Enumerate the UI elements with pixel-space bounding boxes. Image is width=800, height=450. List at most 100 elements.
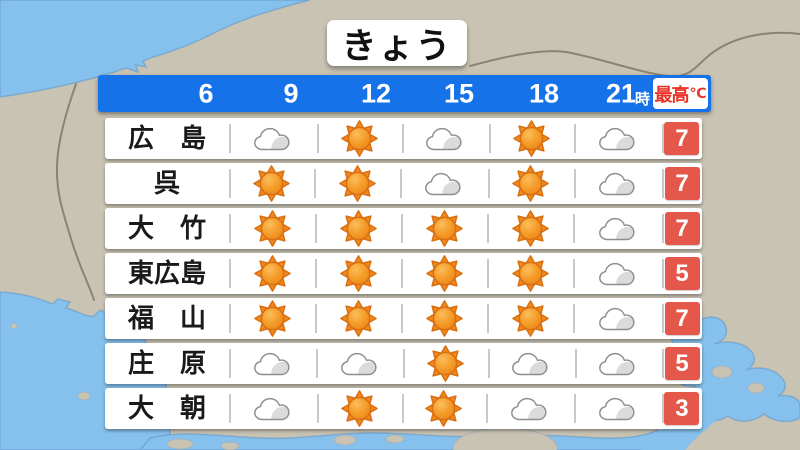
forecast-cell (573, 253, 662, 294)
cloud-icon (511, 349, 551, 380)
city-name: 東広島 (127, 258, 206, 288)
forecast-cell (487, 208, 573, 249)
cloud-icon (424, 169, 464, 200)
max-temp-cell: 5 (662, 253, 702, 294)
page-title: きょう (327, 20, 467, 66)
max-temp-badge: 7 (664, 167, 700, 200)
forecast-cell (573, 163, 662, 204)
forecast-cell (229, 163, 314, 204)
sun-icon (340, 300, 377, 337)
city-name: 広 島 (127, 123, 206, 153)
forecast-cell (314, 163, 399, 204)
forecast-cell (229, 298, 315, 339)
forecast-cell (574, 343, 662, 384)
sun-icon (513, 120, 550, 157)
time-label: 15 (443, 78, 475, 108)
forecast-cell (486, 388, 574, 429)
forecast-cell (315, 253, 401, 294)
table-row: 大 竹 7 (105, 208, 702, 249)
max-temp-badge: 7 (664, 212, 700, 245)
max-temp-label: 最高 (654, 84, 690, 105)
cloud-icon (253, 124, 293, 155)
forecast-cell (316, 388, 402, 429)
table-row: 東広島 5 (105, 253, 702, 294)
forecast-cell (488, 163, 573, 204)
cloud-icon (340, 349, 380, 380)
forecast-cell (403, 343, 487, 384)
max-temp-badge: 5 (664, 257, 700, 290)
forecast-cell (315, 298, 401, 339)
city-name: 大 竹 (127, 213, 206, 243)
table-row: 大 朝 3 (105, 388, 702, 429)
time-label: 6 (198, 78, 214, 108)
forecast-cell (399, 163, 488, 204)
cloud-icon (253, 349, 293, 380)
city-name: 庄 原 (127, 348, 206, 378)
max-temp-cell: 7 (661, 118, 702, 159)
forecast-cell (229, 343, 316, 384)
max-temp-cell: 7 (662, 208, 702, 249)
max-temp-badge: 5 (664, 347, 700, 380)
forecast-cell (401, 253, 487, 294)
max-temp-cell: 7 (662, 298, 702, 339)
sun-icon (426, 255, 463, 292)
cloud-icon (598, 214, 638, 245)
sun-icon (425, 390, 462, 427)
cloud-icon (598, 304, 638, 335)
max-temp-cell: 5 (662, 343, 702, 384)
table-row: 広 島 7 (105, 118, 702, 159)
cloud-icon (598, 259, 638, 290)
max-temp-badge: 3 (664, 392, 700, 425)
sun-icon (254, 210, 291, 247)
sun-icon (341, 390, 378, 427)
max-temp-badge: 7 (664, 122, 700, 155)
city-name: 大 朝 (127, 393, 206, 423)
table-row: 庄 原 5 (105, 343, 702, 384)
time-label: 9 (283, 78, 299, 108)
forecast-cell (229, 118, 317, 159)
time-label: 18 (528, 78, 560, 108)
cloud-icon (510, 394, 550, 425)
max-temp-cell: 3 (661, 388, 702, 429)
sun-icon (512, 210, 549, 247)
cloud-icon (425, 124, 465, 155)
forecast-cell (315, 208, 401, 249)
forecast-cell (229, 253, 315, 294)
forecast-cell (487, 298, 573, 339)
sun-icon (254, 255, 291, 292)
hour-suffix-label: 時 (635, 91, 651, 108)
sun-icon (426, 300, 463, 337)
sun-icon (512, 165, 549, 202)
forecast-cell (229, 208, 315, 249)
cloud-icon (598, 169, 638, 200)
sun-icon (339, 165, 376, 202)
forecast-cell (401, 208, 487, 249)
forecast-cell (401, 388, 487, 429)
sun-icon (253, 165, 290, 202)
sun-icon (254, 300, 291, 337)
max-temp-cell: 7 (662, 163, 702, 204)
time-label: 21 (605, 78, 637, 108)
cloud-icon (253, 394, 293, 425)
forecast-cell (574, 118, 662, 159)
sun-icon (427, 345, 464, 382)
forecast-cell (401, 118, 490, 159)
max-temp-header-badge: 最高 ℃ (653, 78, 708, 109)
sun-icon (512, 300, 549, 337)
forecast-cell (229, 388, 317, 429)
map-sea-topleft (0, 0, 311, 98)
time-label: 12 (360, 78, 392, 108)
forecast-cell (574, 388, 662, 429)
forecast-cell (487, 343, 575, 384)
city-name: 呉 (153, 168, 180, 198)
forecast-cell (573, 298, 662, 339)
sun-icon (512, 255, 549, 292)
header-bar: 6 9 12 15 18 21 時 最高 ℃ (98, 75, 711, 112)
forecast-cell (316, 343, 403, 384)
sun-icon (341, 120, 378, 157)
max-temp-badge: 7 (664, 302, 700, 335)
forecast-cell (487, 253, 573, 294)
forecast-cell (401, 298, 487, 339)
